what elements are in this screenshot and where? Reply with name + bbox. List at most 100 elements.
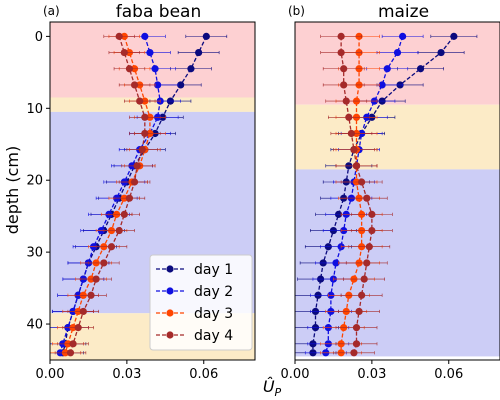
data-point (141, 113, 149, 121)
legend-swatch-marker (166, 331, 174, 339)
legend-label: day 1 (194, 262, 233, 278)
data-point (340, 65, 348, 73)
data-point (358, 291, 366, 299)
panel-label: (b) (288, 4, 305, 18)
data-point (363, 194, 371, 202)
data-point (365, 243, 373, 251)
data-point (141, 129, 149, 138)
data-point (115, 226, 123, 235)
data-point (107, 243, 116, 251)
data-point (154, 81, 162, 89)
x-tick-label: 0.03 (357, 367, 386, 382)
data-point (352, 324, 361, 332)
data-point (450, 32, 458, 40)
data-point (352, 340, 361, 348)
data-point (437, 48, 445, 57)
data-point (358, 178, 366, 186)
data-point (138, 146, 146, 154)
x-tick-label: 0.03 (112, 367, 141, 382)
data-point (337, 32, 345, 40)
data-point (66, 349, 75, 357)
data-point (125, 194, 134, 202)
series-line (69, 36, 146, 353)
data-point (337, 48, 345, 57)
data-point (141, 32, 149, 40)
data-point (352, 162, 361, 170)
legend-box (149, 254, 253, 351)
legend-item: day 2 (156, 284, 233, 300)
plot-frame (294, 21, 500, 361)
data-point (416, 65, 425, 73)
data-point (130, 178, 139, 186)
data-point (355, 307, 363, 316)
data-point (342, 97, 350, 105)
data-point (340, 81, 348, 89)
y-tick-label: 30 (26, 246, 43, 261)
legend-item: day 3 (156, 306, 233, 322)
data-point (368, 226, 376, 235)
data-point (146, 48, 154, 57)
x-tick-label: 0.06 (189, 367, 218, 382)
y-axis-label: depth (cm) (3, 146, 22, 235)
legend-label: day 4 (194, 328, 233, 344)
data-point (378, 81, 386, 89)
x-tick-label: 0.06 (434, 367, 463, 382)
data-point (347, 129, 355, 138)
data-point (187, 65, 195, 73)
data-point (177, 81, 185, 89)
data-point (393, 48, 402, 57)
data-point (399, 32, 407, 40)
panel-1: 0.00 0.03 0.06 maize (b) (281, 2, 500, 382)
data-point (151, 65, 159, 73)
data-point (133, 162, 141, 170)
series-line (312, 35, 455, 353)
legend-swatch-marker (166, 287, 174, 295)
data-point (74, 324, 82, 332)
series-day-4 (54, 32, 161, 357)
legend: day 1 day 2 day 3 day 4 (149, 254, 253, 351)
data-point (202, 32, 210, 40)
soil-layer-band (295, 22, 500, 105)
data-point (130, 81, 139, 89)
soil-layer-band (50, 97, 255, 112)
data-point (345, 113, 353, 121)
soil-layer-band (295, 104, 500, 170)
data-point (79, 307, 87, 316)
panel-title: maize (378, 2, 429, 22)
data-point (350, 349, 358, 357)
legend-swatch-marker (166, 265, 174, 273)
legend-label: day 3 (194, 306, 233, 322)
data-point (195, 48, 203, 57)
y-tick-label: 10 (26, 102, 43, 117)
data-point (120, 48, 128, 57)
data-point (350, 146, 358, 154)
series-day-4 (320, 32, 393, 357)
data-point (87, 291, 95, 299)
panel-title: faba bean (116, 2, 201, 22)
data-point (100, 259, 108, 267)
x-tick-label: 0.00 (36, 367, 65, 382)
x-axis-label-main: Û (263, 377, 275, 396)
x-axis-label: ÛP (263, 377, 282, 399)
data-point (120, 210, 128, 218)
data-point (136, 97, 144, 105)
legend-swatch-marker (166, 309, 174, 317)
x-axis-label-sub: P (275, 386, 282, 399)
panel-label: (a) (43, 4, 60, 18)
data-point (383, 65, 391, 73)
data-point (360, 275, 368, 283)
y-tick-label: 20 (26, 174, 43, 189)
data-point (92, 275, 100, 283)
legend-label: day 2 (194, 284, 233, 300)
data-point (363, 259, 371, 267)
data-point (125, 65, 134, 73)
y-tick-label: 0 (35, 30, 43, 45)
data-point (332, 259, 340, 267)
series-line (59, 36, 161, 353)
y-tick-label: 40 (26, 318, 43, 333)
legend-item: day 1 (156, 262, 233, 278)
data-point (368, 210, 376, 218)
